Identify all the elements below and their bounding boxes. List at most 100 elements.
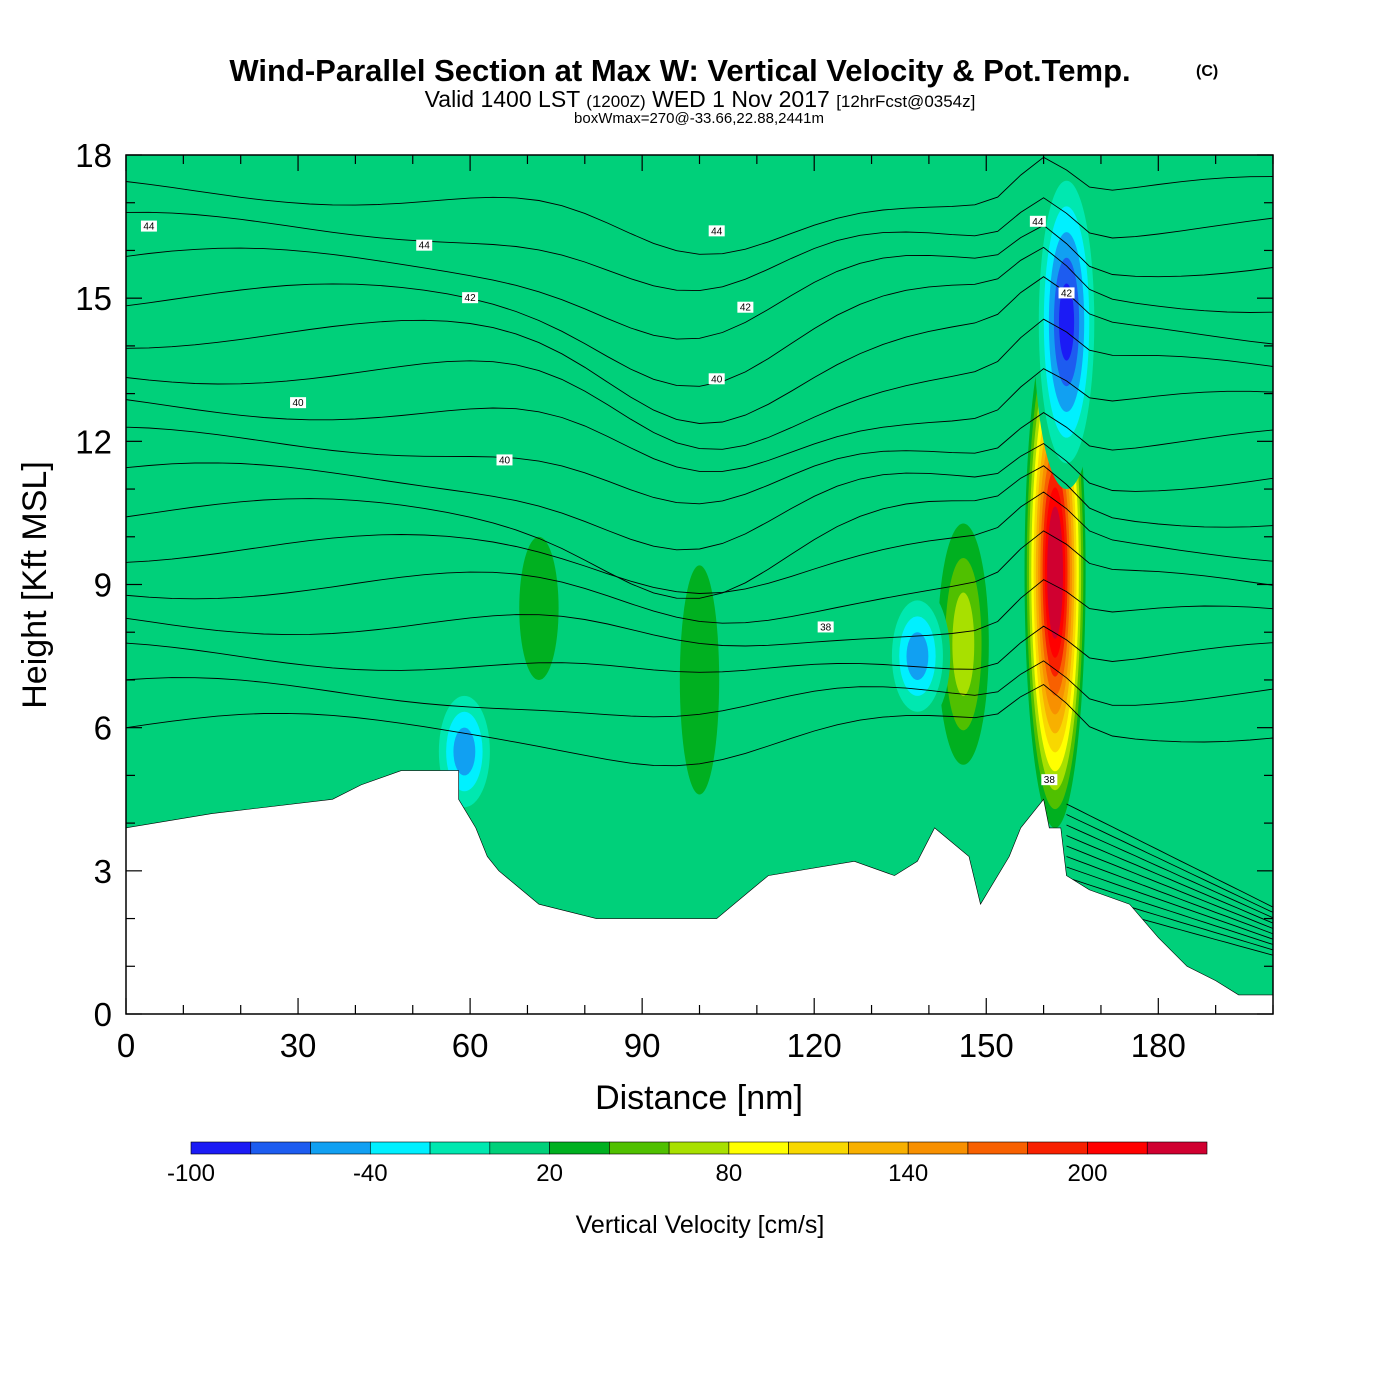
colorbar-swatch-16 [1146,1141,1208,1155]
x-tick-labels: 0 30 60 90 120 150 180 [117,1027,1186,1064]
theta-contour-line-6 [126,465,1273,599]
contour-label-group-7: 40 [290,397,307,409]
contour-label-4: 42 [465,293,477,304]
colorbar-swatch-0 [190,1141,252,1155]
chart-subtitle-box: boxWmax=270@-33.66,22.88,2441m [574,110,824,127]
colorbar-swatch-13 [967,1141,1029,1155]
contour-label-bg-1 [416,239,433,251]
theta-contour-line-9 [126,368,1273,472]
contour-label-bg-11 [1041,774,1058,786]
subtitle-date: WED 1 Nov 2017 [652,86,830,112]
theta-contour-line-4 [126,530,1273,624]
velocity-feature-0-band-3 [952,592,975,696]
x-tick-label: 90 [624,1027,661,1064]
y-tick-label: 12 [75,423,112,460]
y-tick-label: 9 [94,567,112,604]
x-axis-label: Distance [nm] [595,1079,803,1117]
colorbar-tick-labels: -100 -40 20 80 140 200 [167,1160,1108,1187]
lee-contour-line-1 [1066,814,1273,913]
theta-contour-line-7 [126,442,1273,551]
contour-label-10: 38 [820,622,832,633]
contour-label-bg-4 [462,292,479,304]
contour-label-group-5: 42 [737,301,754,314]
contour-label-7: 40 [292,398,304,409]
theta-contour-line-13 [126,224,1273,340]
velocity-feature-1-band-13 [1051,544,1059,601]
colorbar-swatch-1 [250,1141,311,1155]
y-tick-labels: 0 3 6 9 12 15 18 [75,137,112,1033]
colorbar-title: Vertical Velocity [cm/s] [576,1211,825,1239]
theta-contours [126,156,1273,956]
colorbar-tick-label: 20 [536,1160,563,1187]
contour-label-bg-3 [1029,215,1046,227]
colorbar-swatch-9 [728,1141,789,1155]
colorbar-swatch-15 [1087,1141,1148,1155]
colorbar-swatch-11 [848,1141,909,1155]
contour-label-6: 42 [1061,288,1073,299]
colorbar-swatch-12 [907,1141,969,1155]
y-tick-label: 15 [75,280,112,317]
lee-contour-line-4 [1066,845,1273,929]
lee-contour-line-7 [1066,877,1273,945]
velocity-feature-4-band-3 [453,727,476,776]
theta-contour-line-11 [126,276,1273,424]
lee-contour-line-2 [1066,824,1273,919]
contour-label-group-0: 44 [140,220,157,233]
theta-contour-line-12 [126,246,1273,387]
x-tick-label: 150 [959,1027,1014,1064]
contour-label-5: 42 [740,303,752,314]
theta-contour-line-8 [126,412,1273,505]
colorbar-swatch-10 [788,1141,849,1155]
contour-label-bg-6 [1058,287,1075,299]
colorbar-tick-label: -40 [353,1160,388,1187]
plot-area: 44 44 44 44 42 42 42 40 40 40 38 38 [126,155,1273,1014]
chart-subtitle: Valid 1400 LST (1200Z) WED 1 Nov 2017 [1… [425,86,976,112]
theta-contour-line-15 [126,156,1273,255]
velocity-field [431,155,1100,871]
lee-contour-line-0 [1066,803,1273,908]
colorbar-swatch-7 [609,1141,670,1155]
x-tick-label: 180 [1131,1027,1186,1064]
contour-label-bg-9 [496,454,513,466]
theta-contour-line-10 [126,318,1273,450]
contour-label-8: 40 [711,374,723,385]
contour-label-2: 44 [711,226,723,237]
velocity-feature-3-band-3 [906,632,929,680]
x-tick-label: 120 [787,1027,842,1064]
contour-label-bg-2 [708,225,725,237]
contour-label-11: 38 [1044,775,1056,786]
subtitle-valid: Valid 1400 LST [425,86,581,112]
contour-label-9: 40 [499,455,511,466]
colorbar-tick-label: -100 [167,1160,215,1187]
contour-label-group-4: 42 [462,292,479,304]
colorbar-tick-label: 200 [1067,1160,1107,1187]
contour-label-group-8: 40 [708,373,725,385]
subtitle-utc: (1200Z) [586,92,646,111]
contour-labels: 44 44 44 44 42 42 42 40 40 40 38 38 [140,215,1075,786]
y-tick-label: 18 [75,137,112,174]
contour-label-group-10: 38 [817,621,834,633]
contour-label-bg-10 [817,621,834,633]
colorbar-tick-label: 140 [888,1160,928,1187]
theta-contour-line-5 [126,491,1273,594]
theta-contour-line-1 [126,660,1273,718]
axis-ticks [125,154,1274,1015]
contour-label-bg-8 [708,373,725,385]
contour-label-group-9: 40 [496,454,513,466]
colorbar-tick-label: 80 [716,1160,743,1187]
chart-title-mark: (C) [1196,63,1218,80]
contour-label-group-6: 42 [1058,287,1075,299]
contour-label-bg-7 [290,397,307,409]
velocity-feature-5-band-1 [679,565,720,795]
lee-contour-line-5 [1066,856,1273,935]
theta-contour-line-0 [126,683,1273,767]
subtitle-forecast: [12hrFcst@0354z] [836,92,975,111]
contour-label-bg-0 [140,220,157,232]
contour-label-group-11: 38 [1041,774,1058,786]
velocity-feature-2-band-5 [1058,283,1075,361]
colorbar-swatch-4 [429,1141,491,1155]
lee-contour-line-3 [1066,835,1273,924]
x-tick-label: 30 [280,1027,317,1064]
velocity-feature-6-band-1 [519,536,559,680]
